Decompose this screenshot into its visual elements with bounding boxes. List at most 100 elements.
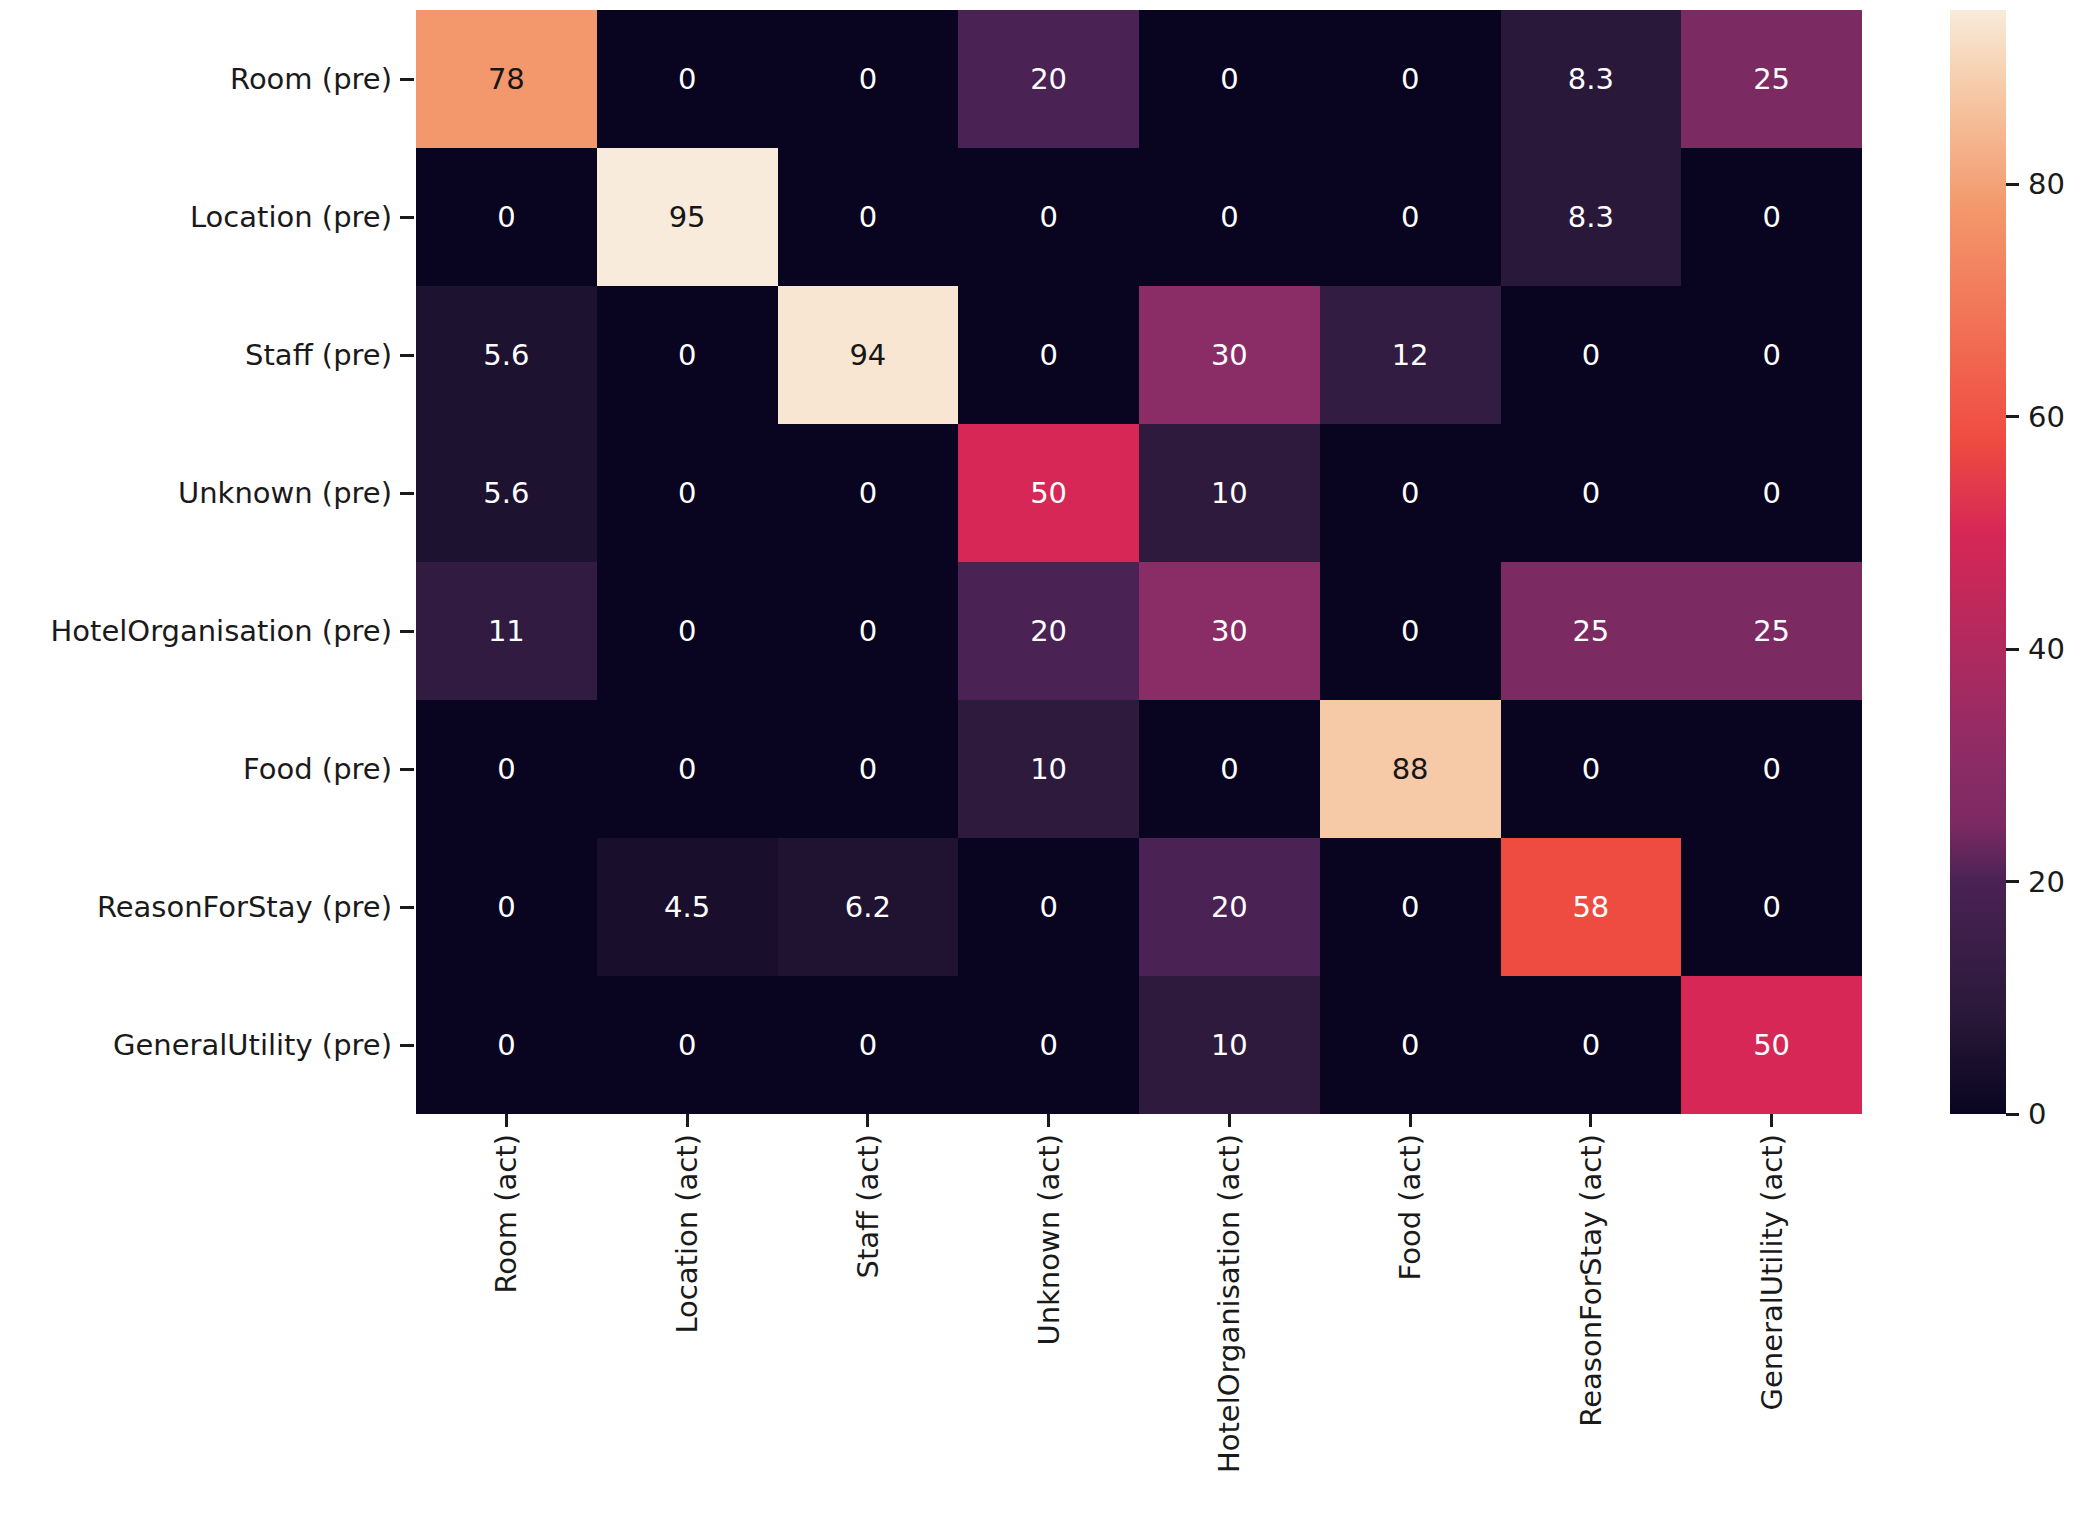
- cell-value: 0: [1762, 341, 1780, 370]
- cell-value: 0: [1762, 203, 1780, 232]
- colorbar-tick-mark: [2006, 1113, 2019, 1116]
- heatmap-cell: 10: [958, 700, 1139, 838]
- cell-value: 88: [1392, 755, 1429, 784]
- x-tick-label: ReasonForStay (act): [1574, 1134, 1608, 1427]
- cell-value: 25: [1753, 617, 1790, 646]
- heatmap-cell: 4.5: [597, 838, 778, 976]
- heatmap-cell: 0: [1320, 838, 1501, 976]
- cell-value: 30: [1211, 341, 1248, 370]
- heatmap-cell: 25: [1681, 562, 1862, 700]
- cell-value: 0: [859, 203, 877, 232]
- heatmap-cell: 0: [1320, 10, 1501, 148]
- cell-value: 0: [678, 617, 696, 646]
- heatmap-cell: 0: [1320, 562, 1501, 700]
- heatmap-cell: 0: [958, 838, 1139, 976]
- heatmap-cell: 0: [1501, 286, 1682, 424]
- heatmap-cell: 0: [778, 424, 959, 562]
- cell-value: 0: [1401, 203, 1419, 232]
- cell-value: 0: [497, 893, 515, 922]
- heatmap-cell: 0: [1139, 10, 1320, 148]
- x-tick-label: Unknown (act): [1032, 1134, 1066, 1346]
- heatmap-cell: 94: [778, 286, 959, 424]
- cell-value: 0: [1401, 65, 1419, 94]
- x-tick-label: GeneralUtility (act): [1755, 1134, 1789, 1411]
- y-tick-label: ReasonForStay (pre): [0, 838, 392, 976]
- cell-value: 5.6: [483, 341, 529, 370]
- heatmap-cell: 0: [416, 976, 597, 1114]
- colorbar-tick-mark: [2006, 415, 2019, 418]
- heatmap-cell: 0: [416, 700, 597, 838]
- y-tick-label: GeneralUtility (pre): [0, 976, 392, 1114]
- cell-value: 94: [849, 341, 886, 370]
- heatmap-cell: 0: [778, 976, 959, 1114]
- cell-value: 0: [1401, 617, 1419, 646]
- cell-value: 0: [859, 1031, 877, 1060]
- heatmap-cell: 0: [1139, 148, 1320, 286]
- x-tick-mark: [1589, 1114, 1592, 1127]
- cell-value: 0: [497, 755, 515, 784]
- cell-value: 0: [497, 203, 515, 232]
- x-tick-mark: [1228, 1114, 1231, 1127]
- cell-value: 8.3: [1568, 65, 1614, 94]
- heatmap-cell: 0: [597, 976, 778, 1114]
- colorbar-tick-label: 0: [2028, 1100, 2046, 1129]
- x-tick-mark: [686, 1114, 689, 1127]
- heatmap-cell: 0: [778, 562, 959, 700]
- colorbar-tick-label: 20: [2028, 867, 2065, 896]
- colorbar-tick-mark: [2006, 648, 2019, 651]
- heatmap-cell: 0: [778, 148, 959, 286]
- heatmap-cell: 0: [1681, 286, 1862, 424]
- cell-value: 0: [1401, 1031, 1419, 1060]
- cell-value: 0: [678, 65, 696, 94]
- cell-value: 12: [1392, 341, 1429, 370]
- heatmap-grid: 780020008.32509500008.305.609403012005.6…: [416, 10, 1862, 1114]
- heatmap-cell: 20: [958, 10, 1139, 148]
- cell-value: 10: [1030, 755, 1067, 784]
- cell-value: 0: [1220, 65, 1238, 94]
- heatmap-cell: 0: [1501, 700, 1682, 838]
- heatmap-cell: 30: [1139, 562, 1320, 700]
- cell-value: 0: [1762, 755, 1780, 784]
- cell-value: 50: [1753, 1031, 1790, 1060]
- heatmap-cell: 50: [1681, 976, 1862, 1114]
- y-tick-mark: [400, 354, 414, 357]
- cell-value: 20: [1030, 65, 1067, 94]
- cell-value: 0: [497, 1031, 515, 1060]
- y-tick-mark: [400, 1044, 414, 1047]
- heatmap-cell: 0: [1320, 976, 1501, 1114]
- y-tick-label: HotelOrganisation (pre): [0, 562, 392, 700]
- cell-value: 30: [1211, 617, 1248, 646]
- heatmap-cell: 0: [1320, 424, 1501, 562]
- heatmap-cell: 0: [1501, 976, 1682, 1114]
- cell-value: 0: [1582, 755, 1600, 784]
- cell-value: 0: [678, 341, 696, 370]
- cell-value: 0: [1582, 1031, 1600, 1060]
- heatmap-cell: 0: [1681, 838, 1862, 976]
- heatmap-cell: 0: [597, 700, 778, 838]
- heatmap-cell: 0: [1139, 700, 1320, 838]
- cell-value: 0: [678, 755, 696, 784]
- y-tick-label: Unknown (pre): [0, 424, 392, 562]
- heatmap-cell: 0: [1681, 424, 1862, 562]
- cell-value: 20: [1211, 893, 1248, 922]
- heatmap-cell: 0: [1681, 700, 1862, 838]
- cell-value: 6.2: [845, 893, 891, 922]
- cell-value: 95: [669, 203, 706, 232]
- y-tick-mark: [400, 78, 414, 81]
- cell-value: 25: [1753, 65, 1790, 94]
- y-tick-mark: [400, 216, 414, 219]
- heatmap-cell: 58: [1501, 838, 1682, 976]
- colorbar-tick-label: 40: [2028, 635, 2065, 664]
- heatmap-cell: 50: [958, 424, 1139, 562]
- heatmap-cell: 0: [1501, 424, 1682, 562]
- cell-value: 5.6: [483, 479, 529, 508]
- x-tick-mark: [866, 1114, 869, 1127]
- heatmap-cell: 25: [1501, 562, 1682, 700]
- heatmap-cell: 6.2: [778, 838, 959, 976]
- cell-value: 0: [1039, 341, 1057, 370]
- heatmap-cell: 30: [1139, 286, 1320, 424]
- colorbar-tick-label: 60: [2028, 402, 2065, 431]
- heatmap-cell: 12: [1320, 286, 1501, 424]
- heatmap-cell: 0: [416, 838, 597, 976]
- heatmap-cell: 10: [1139, 976, 1320, 1114]
